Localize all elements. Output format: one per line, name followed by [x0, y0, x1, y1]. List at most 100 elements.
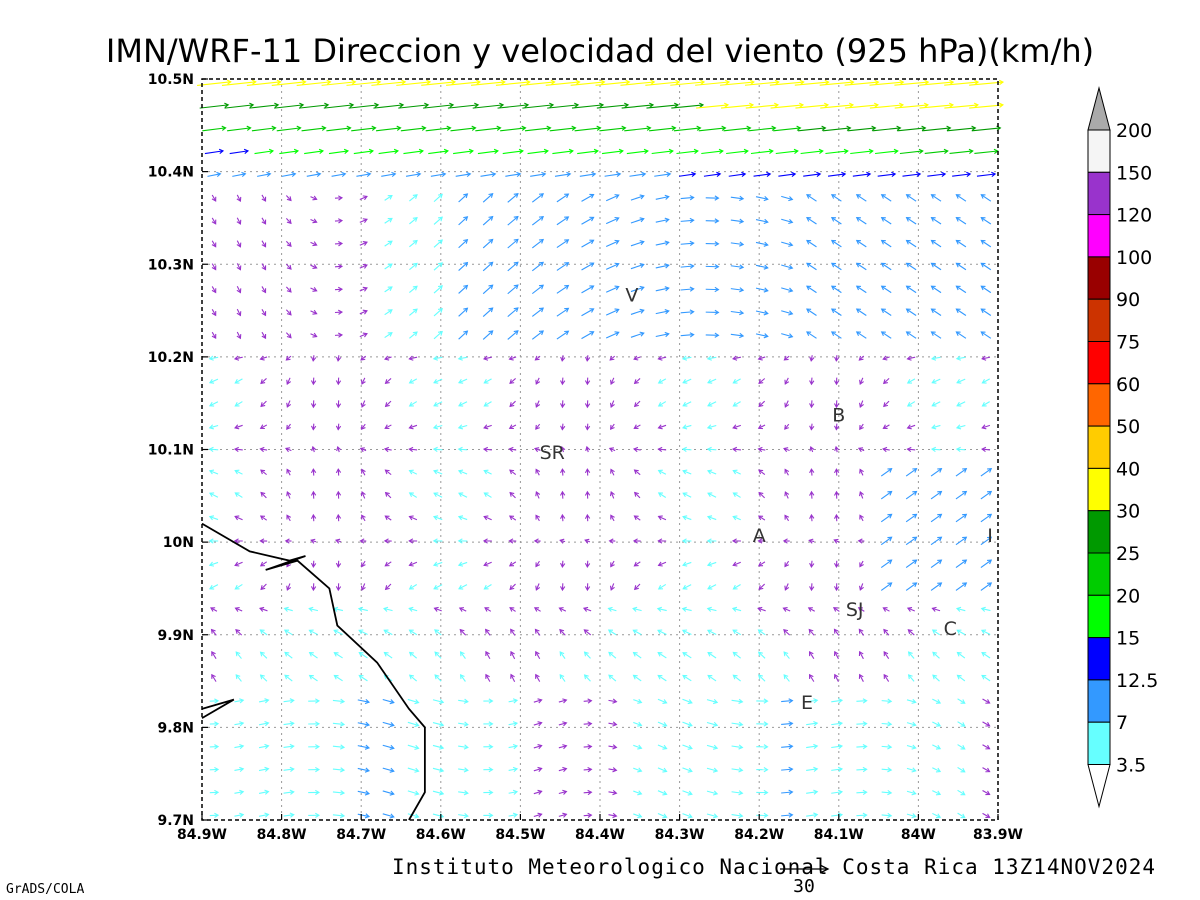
- wind-vector: [732, 424, 741, 430]
- wind-vector: [731, 698, 744, 704]
- colorbar-label: 200: [1116, 120, 1152, 142]
- wind-vector: [334, 332, 344, 338]
- wind-vector: [308, 606, 319, 612]
- wind-vector: [905, 331, 917, 339]
- coastline-segment: [201, 698, 235, 719]
- wind-vector: [944, 102, 980, 109]
- wind-vector: [583, 766, 593, 773]
- wind-vector: [955, 513, 968, 523]
- wind-vector: [880, 308, 892, 316]
- wind-vector: [881, 744, 893, 750]
- wind-vector: [455, 171, 472, 178]
- wind-vector: [806, 194, 817, 202]
- wind-vector: [210, 628, 217, 636]
- wind-vector: [560, 377, 566, 386]
- wind-vector: [507, 192, 519, 203]
- wind-vector: [249, 102, 280, 109]
- wind-vector: [706, 561, 717, 567]
- wind-vector: [458, 790, 469, 796]
- wind-vector: [605, 216, 620, 225]
- wind-vector: [298, 102, 330, 109]
- wind-vector: [919, 102, 955, 109]
- wind-vector: [378, 148, 400, 155]
- wind-vector: [332, 721, 346, 727]
- wind-vector: [458, 307, 469, 317]
- wind-vector: [706, 424, 717, 430]
- wind-vector: [757, 538, 766, 544]
- wind-vector: [285, 332, 292, 339]
- colorbar-label: 15: [1116, 628, 1140, 650]
- wind-vector: [608, 674, 617, 682]
- wind-vector: [408, 561, 418, 567]
- wind-vector: [880, 490, 893, 500]
- station-labels: V SR B A SJ C E I: [540, 284, 993, 714]
- wind-vector: [276, 125, 302, 132]
- wind-vector: [757, 674, 766, 682]
- wind-vector: [360, 491, 366, 499]
- wind-vector: [899, 148, 924, 155]
- wind-vector: [409, 217, 418, 225]
- wind-vector: [522, 102, 555, 109]
- x-tick-label: 83.9W: [973, 827, 1023, 843]
- wind-vector: [509, 400, 516, 408]
- wind-vector: [482, 193, 494, 203]
- wind-vector: [409, 262, 418, 271]
- wind-vector: [408, 355, 418, 361]
- wind-vector: [433, 307, 443, 317]
- wind-vector: [902, 171, 922, 178]
- wind-vector: [283, 743, 295, 750]
- wind-vector: [261, 263, 267, 271]
- wind-vector: [331, 171, 347, 178]
- wind-vector: [831, 789, 844, 795]
- wind-vector: [980, 217, 992, 225]
- wind-vector: [682, 767, 693, 773]
- x-tick-label: 84.7W: [336, 827, 386, 843]
- wind-vector: [706, 767, 719, 773]
- wind-vector: [234, 492, 243, 498]
- wind-vector: [235, 651, 242, 659]
- wind-vector: [730, 241, 745, 247]
- wind-vector: [955, 424, 966, 430]
- wind-vector: [234, 378, 243, 384]
- wind-vector: [507, 284, 519, 295]
- wind-vector: [335, 513, 342, 522]
- wind-vector: [657, 378, 667, 384]
- wind-vector: [382, 744, 395, 750]
- colorbar-label: 25: [1116, 543, 1140, 565]
- wind-vector: [955, 239, 967, 248]
- wind-vector: [483, 721, 494, 727]
- colorbar-top-arrow: [1087, 86, 1111, 131]
- wind-vector: [858, 650, 864, 660]
- wind-vector: [236, 217, 242, 225]
- wind-vector: [334, 218, 344, 224]
- wind-vector: [208, 446, 219, 453]
- wind-vector: [830, 194, 842, 202]
- reference-vector-label: 30: [793, 876, 815, 897]
- wind-vector: [599, 125, 627, 132]
- wind-vector: [833, 538, 840, 544]
- wind-vector: [234, 401, 243, 407]
- wind-vector: [682, 401, 692, 407]
- wind-vector: [706, 355, 717, 361]
- wind-vector: [482, 238, 494, 249]
- wind-vector: [809, 423, 815, 431]
- wind-vector: [703, 171, 722, 178]
- wind-vector: [558, 766, 568, 773]
- wind-vector: [857, 607, 865, 612]
- wind-vector: [384, 355, 392, 361]
- wind-vector: [930, 308, 942, 316]
- wind-vector: [907, 629, 915, 636]
- wind-vector: [756, 767, 769, 773]
- wind-vector: [633, 400, 641, 408]
- wind-vector: [670, 79, 706, 86]
- wind-vector: [882, 355, 890, 361]
- wind-vector: [834, 445, 840, 453]
- wind-vector: [283, 698, 295, 704]
- wind-vector: [482, 330, 494, 340]
- wind-vector: [310, 538, 317, 544]
- wind-vector: [882, 424, 890, 430]
- wind-vector: [408, 651, 418, 659]
- wind-vector: [932, 767, 942, 773]
- wind-vector: [782, 607, 791, 612]
- wind-vector: [753, 171, 772, 178]
